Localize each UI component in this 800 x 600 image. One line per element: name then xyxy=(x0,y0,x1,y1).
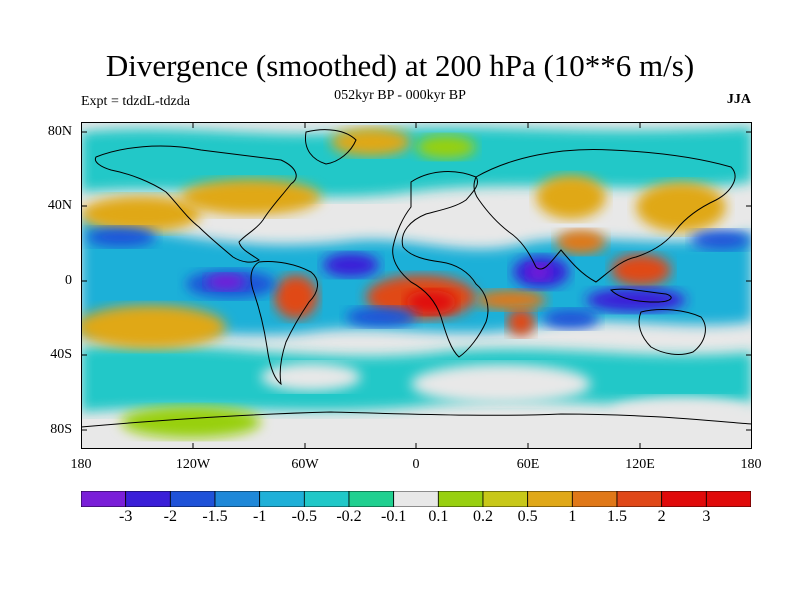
field-region xyxy=(261,363,361,391)
colorbar-label: 3 xyxy=(702,508,711,525)
field-region xyxy=(611,397,751,427)
colorbar-label: -0.5 xyxy=(291,508,317,525)
colorbar-swatch xyxy=(527,491,573,507)
lat-label: 0 xyxy=(65,273,72,288)
field-region xyxy=(586,288,686,312)
experiment-label: Expt = tdzdL-tdzda xyxy=(81,94,190,109)
colorbar-label: 0.1 xyxy=(428,508,449,525)
colorbar-swatch xyxy=(81,491,127,507)
field-region xyxy=(81,305,226,349)
field-region xyxy=(527,264,551,280)
field-region xyxy=(323,253,379,277)
colorbar-swatch xyxy=(393,491,439,507)
colorbar-swatch xyxy=(125,491,171,507)
lat-label: 40S xyxy=(50,347,72,362)
colorbar-swatch xyxy=(482,491,529,507)
lon-label: 60W xyxy=(291,457,319,472)
colorbar-swatch xyxy=(661,491,707,507)
colorbar-label: 0.2 xyxy=(473,508,493,525)
colorbar-label: -0.2 xyxy=(336,508,362,525)
field-region xyxy=(556,230,606,254)
field-region xyxy=(543,309,599,329)
field-region xyxy=(416,135,476,159)
field-region xyxy=(274,275,318,319)
colorbar-label: -2 xyxy=(163,508,177,525)
lon-label: 60E xyxy=(516,457,540,472)
colorbar-label: -1.5 xyxy=(202,508,228,525)
field-region xyxy=(411,364,591,404)
colorbar-label: -0.1 xyxy=(380,508,407,525)
colorbar-swatch xyxy=(437,491,484,507)
colorbar xyxy=(81,491,751,507)
field-region xyxy=(691,230,751,250)
colorbar-label: 1.5 xyxy=(607,508,627,525)
divergence-field xyxy=(81,127,752,438)
coastlines xyxy=(81,129,752,428)
field-region xyxy=(181,179,321,215)
divergence-map xyxy=(81,122,752,449)
colorbar-label: 2 xyxy=(657,508,666,525)
lat-label: 80N xyxy=(47,124,72,139)
field-region xyxy=(121,406,261,438)
field-region xyxy=(206,274,246,290)
plot-title: Divergence (smoothed) at 200 hPa (10**6 … xyxy=(105,48,695,83)
lat-label: 40N xyxy=(47,198,72,213)
colorbar-swatch xyxy=(616,491,663,507)
field-region xyxy=(507,308,535,336)
colorbar-label: -3 xyxy=(118,508,133,525)
colorbar-swatch xyxy=(169,491,216,507)
lat-label: 80S xyxy=(50,422,72,437)
season-label: JJA xyxy=(726,92,751,107)
field-region xyxy=(476,290,546,310)
field-region xyxy=(346,307,416,327)
map-ticks xyxy=(81,122,752,449)
colorbar-swatch xyxy=(705,491,751,507)
colorbar-swatch xyxy=(259,491,305,507)
field-region xyxy=(636,182,726,232)
colorbar-label: -1 xyxy=(252,508,267,525)
field-region xyxy=(611,254,671,286)
field-region xyxy=(81,196,201,232)
colorbar-label: 1 xyxy=(568,508,577,525)
lon-label: 120E xyxy=(625,457,655,472)
field-region xyxy=(406,290,456,314)
field-region xyxy=(81,127,752,197)
lon-label: 180 xyxy=(740,457,762,472)
lon-label: 0 xyxy=(412,457,420,472)
colorbar-swatch xyxy=(214,491,261,507)
lon-label: 180 xyxy=(70,457,92,472)
lon-label: 120W xyxy=(175,457,211,472)
plot-subtitle: 052kyr BP - 000kyr BP xyxy=(334,88,466,103)
field-region xyxy=(86,227,156,247)
colorbar-swatch xyxy=(571,491,618,507)
colorbar-label: 0.5 xyxy=(517,508,538,525)
colorbar-swatch xyxy=(303,491,350,507)
field-region xyxy=(536,175,606,219)
colorbar-swatch xyxy=(348,491,395,507)
